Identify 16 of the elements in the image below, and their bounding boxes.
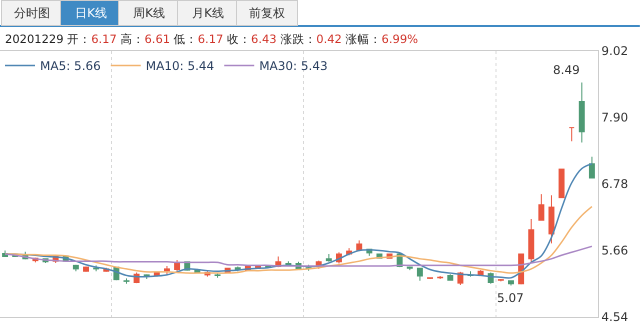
text: 分时图 <box>14 6 50 20</box>
text: 周K线 <box>133 6 165 20</box>
text: 20201229 开：6.17 高：6.61 低：6.17 收：6.43 涨跌：0.42 涨幅：6.99% <box>5 32 418 46</box>
y-tick-label: 6.78 <box>601 177 628 192</box>
annotation: 5.07 <box>497 291 524 305</box>
legend-label: MA5: 5.66 <box>40 59 101 74</box>
y-tick-label: 7.90 <box>601 110 628 125</box>
text: 月K线 <box>192 6 224 20</box>
annotation: 8.49 <box>553 63 580 77</box>
y-tick-label: 5.66 <box>601 244 628 258</box>
y-tick-label: 4.54 <box>601 310 628 324</box>
legend-label: MA30: 5.43 <box>259 59 328 74</box>
text: 前复权 <box>249 6 285 20</box>
legend-label: MA10: 5.44 <box>146 59 214 74</box>
text: 日K线 <box>75 6 107 20</box>
y-tick-label: 9.02 <box>601 44 628 58</box>
